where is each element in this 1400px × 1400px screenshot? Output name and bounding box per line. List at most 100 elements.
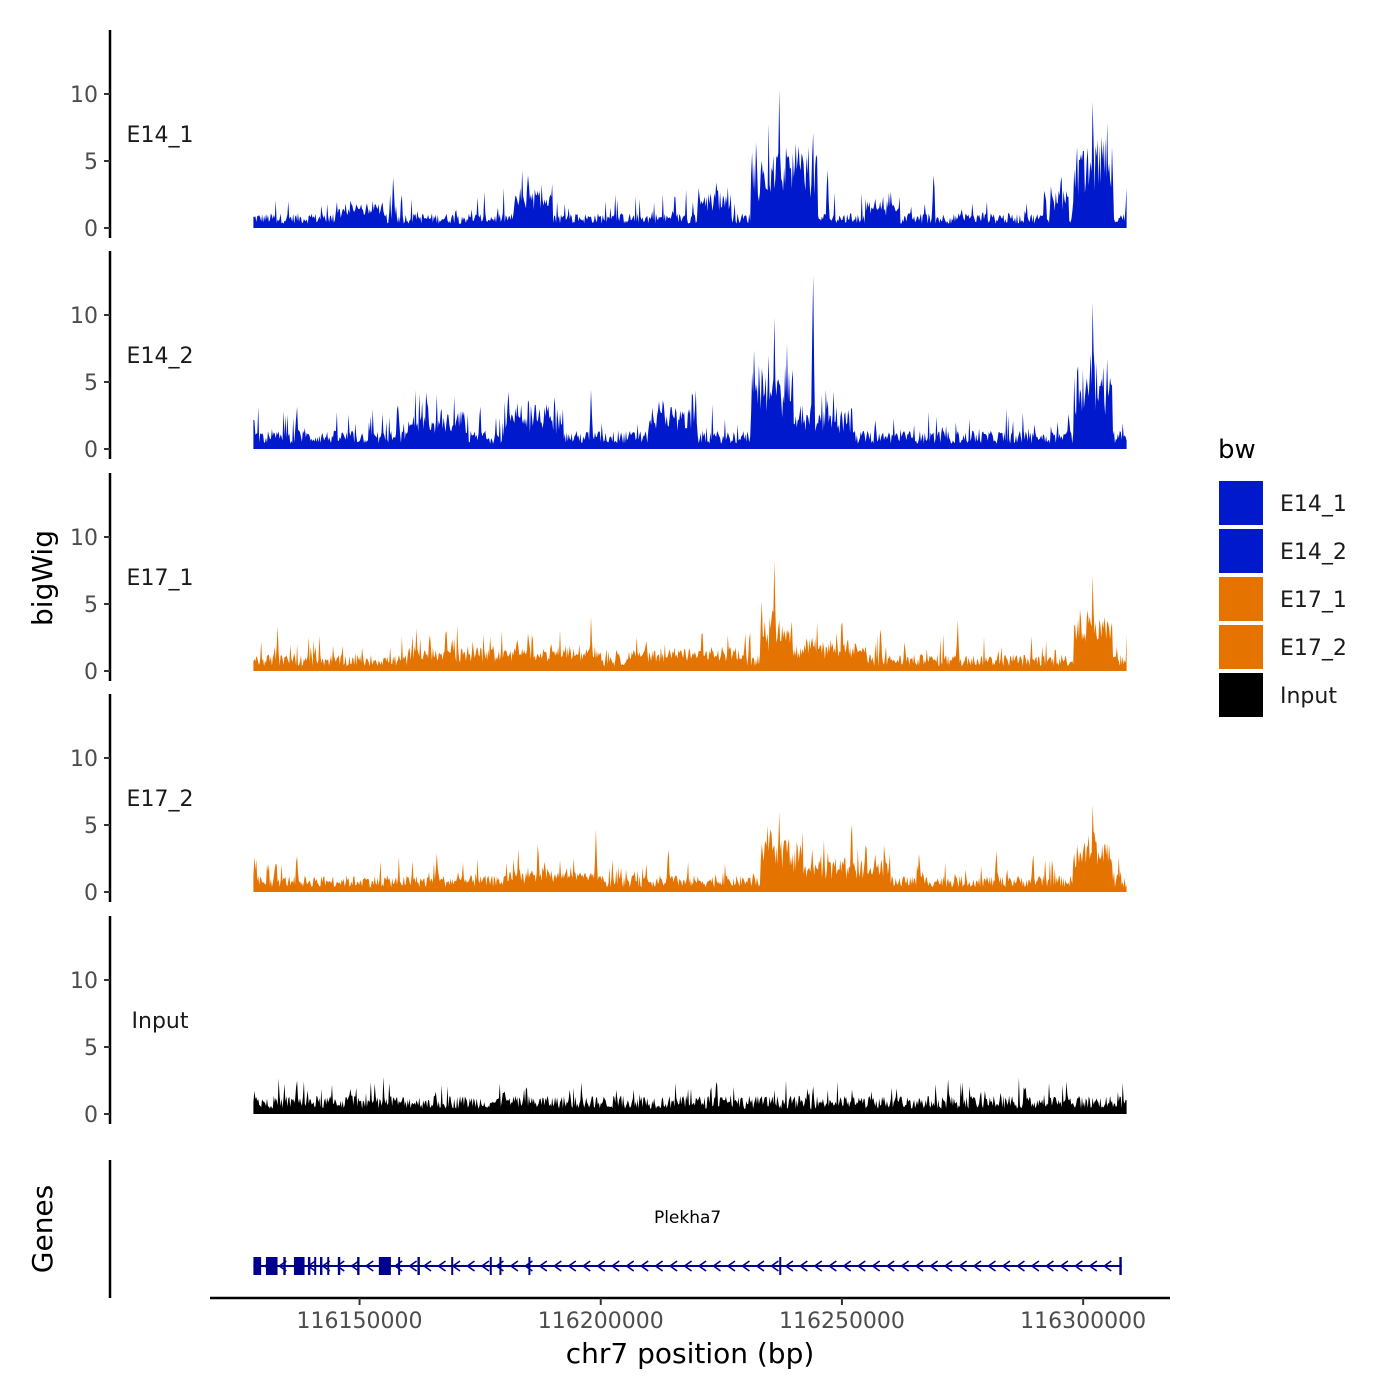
signal-area xyxy=(253,804,1127,892)
legend-label: E14_1 xyxy=(1280,492,1347,517)
gene-exon xyxy=(489,1257,492,1275)
x-tick-label: 116250000 xyxy=(779,1309,905,1334)
strand-arrow xyxy=(350,1260,360,1272)
y-tick-label: 10 xyxy=(70,526,98,551)
strand-arrow xyxy=(625,1260,635,1272)
y-tick-label: 0 xyxy=(84,438,98,463)
genes-axis-title: Genes xyxy=(26,1185,59,1273)
gene-exon xyxy=(283,1257,286,1275)
strand-arrow xyxy=(1001,1260,1011,1272)
legend: bw E14_1 E14_2 E17_1 E17_2 Input xyxy=(1217,435,1347,719)
gene-annotation-panel: Plekha7 xyxy=(108,1160,1122,1298)
strand-arrow xyxy=(596,1260,606,1272)
strand-arrow xyxy=(552,1260,562,1272)
y-tick-label: 5 xyxy=(84,371,98,396)
gene-exon xyxy=(319,1257,323,1275)
strand-arrow xyxy=(437,1260,447,1272)
gene-exon xyxy=(337,1257,341,1275)
x-axis-title: chr7 position (bp) xyxy=(566,1337,815,1370)
strand-arrow xyxy=(654,1260,664,1272)
track-e14-2: 0 5 10 E14_2 xyxy=(70,251,1127,463)
gene-exon xyxy=(398,1257,401,1275)
y-tick-label: 10 xyxy=(70,304,98,329)
track-label: E14_1 xyxy=(127,123,194,148)
gene-exon xyxy=(451,1257,454,1275)
strand-arrow xyxy=(972,1260,982,1272)
x-tick-label: 116200000 xyxy=(538,1309,664,1334)
strand-arrow xyxy=(1059,1260,1069,1272)
strand-arrow xyxy=(842,1260,852,1272)
track-e14-1: 0 5 10 E14_1 xyxy=(70,30,1127,242)
strand-arrow xyxy=(364,1260,374,1272)
strand-arrow xyxy=(958,1260,968,1272)
strand-arrow xyxy=(1073,1260,1083,1272)
strand-arrow xyxy=(1088,1260,1098,1272)
track-e17-2: 0 5 10 E17_2 xyxy=(70,694,1127,906)
strand-arrow xyxy=(755,1260,765,1272)
legend-item-e17-1: E17_1 xyxy=(1217,575,1347,623)
y-tick-label: 5 xyxy=(84,814,98,839)
track-input: 0 5 10 Input xyxy=(70,916,1127,1128)
gene-exon xyxy=(779,1257,782,1275)
strand-arrow xyxy=(1030,1260,1040,1272)
strand-arrow xyxy=(1045,1260,1054,1272)
gene-exon xyxy=(265,1257,278,1275)
gene-exon xyxy=(1119,1257,1122,1275)
strand-arrow xyxy=(943,1260,953,1272)
gene-name-label: Plekha7 xyxy=(654,1208,721,1228)
strand-arrow xyxy=(1102,1260,1112,1272)
strand-arrow xyxy=(856,1260,866,1272)
y-tick-label: 5 xyxy=(84,1036,98,1061)
strand-arrow xyxy=(885,1260,895,1272)
bigwig-tracks: 0 5 10 E14_1 0 5 10 E14_2 0 5 10 E17_1 0 5 10 E17_2 0 5 10… xyxy=(70,30,1127,1128)
strand-arrow xyxy=(798,1260,808,1272)
strand-arrow xyxy=(683,1260,693,1272)
strand-arrow xyxy=(726,1260,736,1272)
legend-swatch xyxy=(1217,623,1265,671)
strand-arrow xyxy=(827,1260,837,1272)
strand-arrow xyxy=(741,1260,750,1272)
track-e17-1: 0 5 10 E17_1 xyxy=(70,473,1127,685)
legend-label: E17_2 xyxy=(1280,636,1347,661)
signal-area xyxy=(253,89,1127,228)
y-tick-label: 10 xyxy=(70,747,98,772)
strand-arrow xyxy=(509,1260,519,1272)
strand-arrow xyxy=(538,1260,548,1272)
y-tick-label: 0 xyxy=(84,217,98,242)
legend-label: E14_2 xyxy=(1280,540,1347,565)
strand-arrow xyxy=(422,1260,432,1272)
y-tick-label: 10 xyxy=(70,83,98,108)
legend-swatch xyxy=(1217,575,1265,623)
strand-arrow xyxy=(668,1260,678,1272)
track-label: E17_1 xyxy=(127,566,194,591)
legend-title: bw xyxy=(1218,435,1256,465)
legend-item-input: Input xyxy=(1217,671,1337,719)
strand-arrow xyxy=(987,1260,996,1272)
signal-area xyxy=(253,275,1127,449)
strand-arrow xyxy=(770,1260,779,1272)
strand-arrow xyxy=(480,1260,490,1272)
strand-arrow xyxy=(697,1260,707,1272)
gene-exon xyxy=(499,1257,502,1275)
y-tick-label: 5 xyxy=(84,593,98,618)
signal-area xyxy=(253,1076,1127,1114)
strand-arrow xyxy=(581,1260,591,1272)
strand-arrow xyxy=(610,1260,620,1272)
strand-arrow xyxy=(567,1260,577,1272)
strand-arrow xyxy=(335,1260,345,1272)
track-label: Input xyxy=(132,1009,189,1034)
y-tick-label: 0 xyxy=(84,881,98,906)
track-label: E14_2 xyxy=(127,344,194,369)
legend-swatch xyxy=(1217,479,1265,527)
gene-exon xyxy=(253,1257,262,1275)
strand-arrow xyxy=(900,1260,910,1272)
strand-arrow xyxy=(408,1260,418,1272)
y-tick-label: 5 xyxy=(84,150,98,175)
gene-exon xyxy=(293,1257,305,1275)
strand-arrow xyxy=(914,1260,924,1272)
legend-label: Input xyxy=(1280,684,1337,709)
strand-arrow xyxy=(871,1260,881,1272)
gene-exon xyxy=(528,1257,531,1275)
signal-area xyxy=(253,560,1127,671)
